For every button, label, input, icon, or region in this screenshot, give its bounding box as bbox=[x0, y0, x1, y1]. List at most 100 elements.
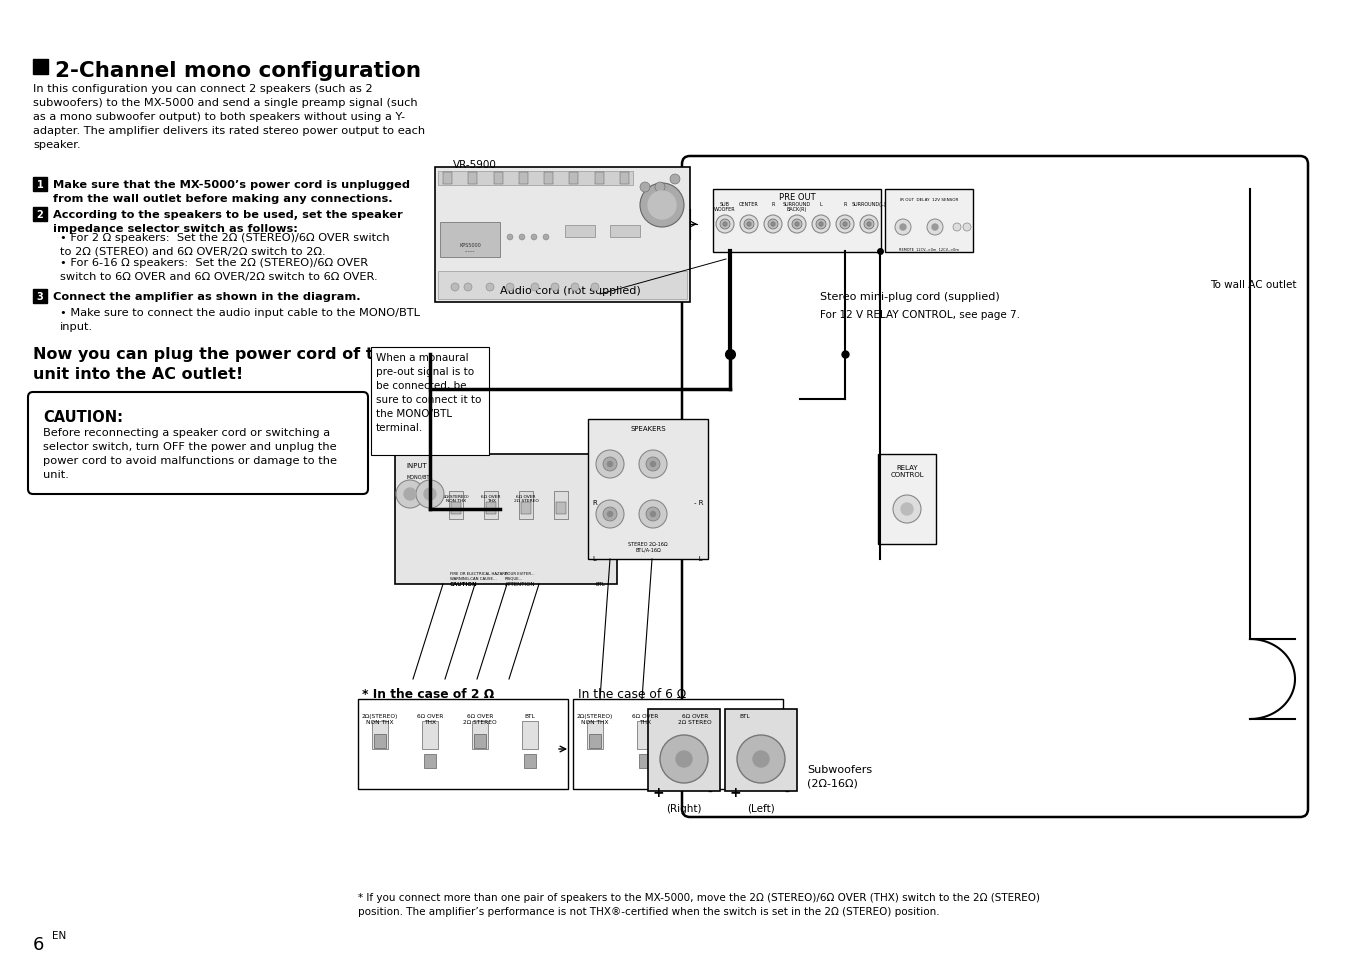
Circle shape bbox=[507, 234, 513, 241]
Circle shape bbox=[551, 284, 559, 292]
Text: -: - bbox=[708, 785, 712, 800]
Text: -: - bbox=[785, 785, 789, 800]
Text: Subwoofers
(2Ω-16Ω): Subwoofers (2Ω-16Ω) bbox=[807, 764, 873, 787]
Circle shape bbox=[608, 512, 612, 517]
Text: 2-Channel mono configuration: 2-Channel mono configuration bbox=[55, 61, 422, 81]
Bar bbox=[638, 721, 653, 749]
Bar bbox=[589, 734, 601, 748]
Circle shape bbox=[716, 215, 734, 233]
Bar bbox=[438, 172, 634, 186]
Text: 6: 6 bbox=[32, 935, 45, 953]
Bar bbox=[372, 348, 489, 456]
Circle shape bbox=[767, 220, 778, 230]
Bar bbox=[688, 721, 703, 749]
Text: +: + bbox=[730, 785, 740, 800]
Bar bbox=[519, 492, 534, 519]
Bar bbox=[394, 455, 617, 584]
Bar bbox=[422, 721, 438, 749]
Text: CENTER: CENTER bbox=[739, 202, 759, 207]
Circle shape bbox=[865, 220, 874, 230]
Circle shape bbox=[608, 462, 612, 467]
Text: • For 2 Ω speakers:  Set the 2Ω (STEREO)/6Ω OVER switch
to 2Ω (STEREO) and 6Ω OV: • For 2 Ω speakers: Set the 2Ω (STEREO)/… bbox=[59, 233, 389, 256]
Circle shape bbox=[670, 174, 680, 185]
Circle shape bbox=[927, 220, 943, 235]
Bar bbox=[639, 754, 651, 768]
Bar bbox=[521, 502, 531, 515]
Text: SUB
WOOFER: SUB WOOFER bbox=[715, 202, 736, 213]
Circle shape bbox=[963, 224, 971, 232]
Text: 3: 3 bbox=[36, 292, 43, 302]
Bar bbox=[443, 172, 453, 185]
Text: L: L bbox=[820, 202, 823, 207]
Text: BTL: BTL bbox=[596, 581, 605, 586]
Bar bbox=[32, 178, 47, 192]
Bar bbox=[588, 419, 708, 559]
Text: 2Ω(STEREO)
NON THX: 2Ω(STEREO) NON THX bbox=[443, 495, 469, 503]
Circle shape bbox=[571, 284, 580, 292]
Text: STEREO 2Ω-16Ω
BTL/A-16Ω: STEREO 2Ω-16Ω BTL/A-16Ω bbox=[628, 541, 667, 552]
Text: VR-5900: VR-5900 bbox=[453, 160, 497, 170]
Bar bbox=[569, 172, 578, 185]
Text: Audio cord (not supplied): Audio cord (not supplied) bbox=[500, 286, 640, 295]
Circle shape bbox=[723, 223, 727, 227]
Circle shape bbox=[650, 462, 655, 467]
Bar bbox=[474, 734, 486, 748]
Circle shape bbox=[893, 496, 921, 523]
Text: Before reconnecting a speaker cord or switching a
selector switch, turn OFF the : Before reconnecting a speaker cord or sw… bbox=[43, 428, 336, 479]
Bar bbox=[739, 754, 751, 768]
Text: BTL: BTL bbox=[739, 713, 750, 719]
Circle shape bbox=[640, 183, 650, 193]
FancyBboxPatch shape bbox=[682, 157, 1308, 817]
Circle shape bbox=[486, 284, 494, 292]
Circle shape bbox=[507, 284, 513, 292]
Circle shape bbox=[451, 284, 459, 292]
Circle shape bbox=[900, 225, 907, 231]
Text: - L: - L bbox=[694, 556, 703, 561]
Text: For 12 V RELAY CONTROL, see page 7.: For 12 V RELAY CONTROL, see page 7. bbox=[820, 310, 1020, 319]
Bar bbox=[557, 502, 566, 515]
Circle shape bbox=[771, 223, 775, 227]
Bar bbox=[620, 172, 630, 185]
Text: KPS5000
------: KPS5000 ------ bbox=[459, 243, 481, 253]
Circle shape bbox=[543, 234, 549, 241]
Bar bbox=[484, 492, 499, 519]
Circle shape bbox=[646, 507, 661, 521]
Text: POUR EVITER...
RISQUE...: POUR EVITER... RISQUE... bbox=[505, 572, 535, 580]
Text: IR OUT  DELAY  12V SENSOR: IR OUT DELAY 12V SENSOR bbox=[900, 198, 958, 202]
Bar bbox=[713, 190, 881, 253]
Bar bbox=[358, 700, 567, 789]
Bar bbox=[586, 721, 603, 749]
Text: * In the case of 2 Ω: * In the case of 2 Ω bbox=[362, 687, 494, 700]
Circle shape bbox=[901, 503, 913, 516]
Bar bbox=[885, 190, 973, 253]
Text: SURROUND(L): SURROUND(L) bbox=[851, 202, 886, 207]
Text: CAUTION: CAUTION bbox=[450, 581, 478, 586]
Bar bbox=[648, 709, 720, 791]
Circle shape bbox=[603, 507, 617, 521]
Bar bbox=[611, 226, 640, 237]
Bar bbox=[524, 754, 536, 768]
Text: In this configuration you can connect 2 speakers (such as 2
subwoofers) to the M: In this configuration you can connect 2 … bbox=[32, 84, 426, 150]
Circle shape bbox=[531, 234, 536, 241]
Text: Make sure that the MX-5000’s power cord is unplugged
from the wall outlet before: Make sure that the MX-5000’s power cord … bbox=[53, 180, 409, 204]
Text: R: R bbox=[843, 202, 847, 207]
Text: REMOTE  12CV-->0m  12CV-->0m: REMOTE 12CV-->0m 12CV-->0m bbox=[898, 248, 959, 252]
Text: To wall AC outlet: To wall AC outlet bbox=[1210, 280, 1297, 290]
Text: 2: 2 bbox=[36, 210, 43, 220]
Circle shape bbox=[416, 480, 444, 509]
Text: 1: 1 bbox=[36, 180, 43, 190]
Text: SURROUND
BACK(R): SURROUND BACK(R) bbox=[784, 202, 811, 213]
Circle shape bbox=[655, 183, 665, 193]
Bar bbox=[438, 272, 688, 299]
Circle shape bbox=[603, 457, 617, 472]
Text: R -: R - bbox=[593, 499, 603, 505]
Text: According to the speakers to be used, set the speaker
impedance selector switch : According to the speakers to be used, se… bbox=[53, 210, 403, 233]
Bar bbox=[372, 721, 388, 749]
Circle shape bbox=[744, 220, 754, 230]
Bar bbox=[519, 172, 528, 185]
Text: Stereo mini-plug cord (supplied): Stereo mini-plug cord (supplied) bbox=[820, 292, 1000, 302]
Bar bbox=[493, 172, 503, 185]
Bar bbox=[725, 709, 797, 791]
Text: In the case of 6 Ω: In the case of 6 Ω bbox=[578, 687, 686, 700]
Circle shape bbox=[424, 489, 436, 500]
